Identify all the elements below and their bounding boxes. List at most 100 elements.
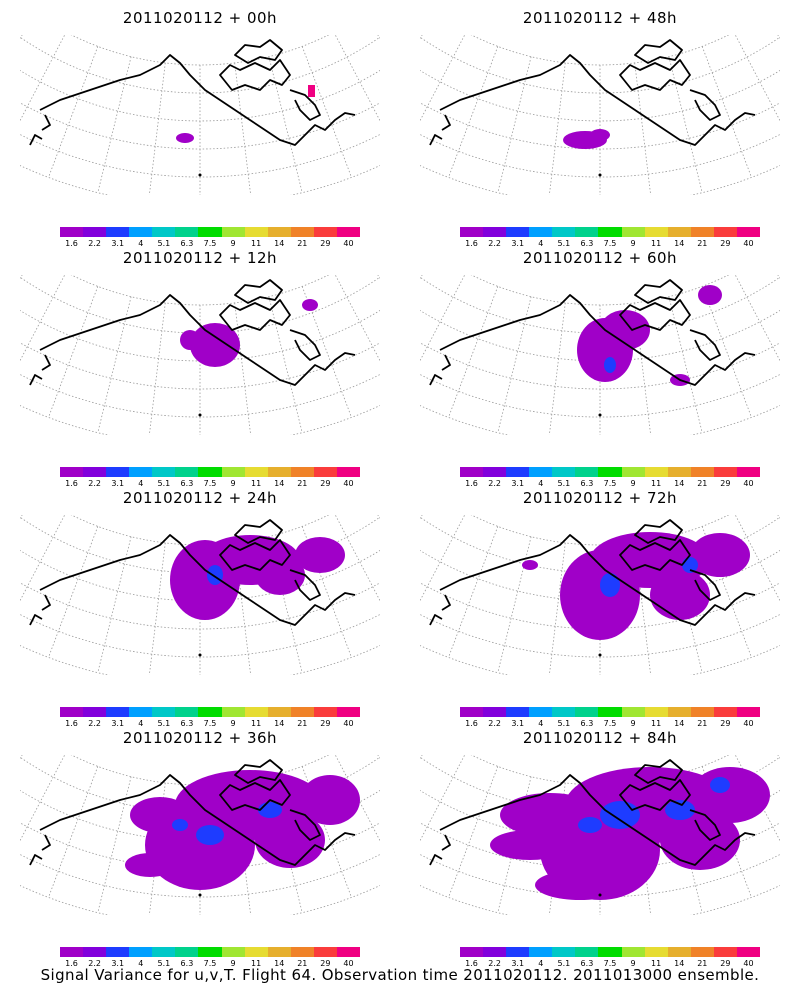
colorbar-tick-label: 4	[138, 239, 144, 248]
colorbar-swatch	[129, 947, 153, 957]
meridian-line	[777, 275, 780, 279]
island-marker	[198, 173, 202, 177]
colorbar-tick-label: 2.2	[488, 479, 501, 488]
meridian-line	[377, 755, 380, 759]
colorbar-ticks: 1.6 2.2 3.1 4 5.1 6.3 7.5 9 11 14 21 29 40	[60, 479, 360, 489]
colorbar-swatch	[221, 227, 245, 237]
latitude-line	[470, 35, 730, 66]
colorbar-tick-label: 5.1	[157, 959, 171, 968]
colorbar-swatch	[106, 227, 130, 237]
colorbar-ticks: 1.6 2.2 3.1 4 5.1 6.3 7.5 9 11 14 21 29 40	[60, 959, 360, 969]
panel-title: 2011020112 + 00h	[122, 9, 278, 27]
meridian-line	[20, 515, 23, 519]
variance-core	[665, 800, 695, 820]
colorbar-swatch	[529, 227, 553, 237]
coastline	[29, 39, 356, 146]
colorbar-swatch	[552, 707, 576, 717]
meridian-line	[301, 286, 352, 418]
variance-region	[522, 560, 538, 570]
colorbar-swatch	[175, 707, 199, 717]
variance-region	[690, 767, 770, 823]
meridian-line	[20, 35, 66, 122]
colorbar-swatch	[460, 707, 484, 717]
colorbar-ticks: 1.6 2.2 3.1 4 5.1 6.3 7.5 9 11 14 21 29 40	[60, 239, 360, 249]
meridian-line	[148, 542, 166, 675]
colorbar-tick-label: 4	[538, 479, 544, 488]
colorbar-swatch	[83, 947, 107, 957]
colorbar-swatch	[129, 467, 153, 477]
colorbar-tick-label: 14	[274, 959, 285, 968]
meridian-line	[448, 46, 499, 178]
colorbar-tick-label: 1.6	[65, 239, 78, 248]
colorbar-swatch	[736, 707, 761, 717]
coastline	[429, 39, 756, 146]
coastline	[429, 759, 756, 866]
meridian-line	[97, 776, 132, 913]
colorbar-tick-label: 7.5	[203, 959, 217, 968]
panel-title: 2011020112 + 12h	[122, 249, 278, 267]
colorbar-swatch	[644, 947, 668, 957]
colorbar-tick-label: 29	[320, 239, 331, 248]
meridian-line	[420, 275, 466, 362]
polar-map	[420, 35, 780, 195]
latitude-line	[20, 102, 380, 150]
colorbar-tick-label: 40	[343, 479, 354, 488]
colorbar-swatch	[60, 947, 84, 957]
forecast-panel: 2011020112 + 72h 1.6 2.2 3.1 4 5.1 6.3 7.5 9 11 14…	[410, 485, 790, 728]
colorbar-tick-label: 11	[251, 479, 262, 488]
colorbar-tick-label: 11	[251, 959, 262, 968]
colorbar-swatch	[690, 227, 714, 237]
colorbar-swatch	[529, 947, 553, 957]
meridian-line	[701, 766, 752, 898]
polar-map	[420, 515, 780, 675]
colorbar-tick-label: 21	[697, 479, 708, 488]
colorbar-tick-label: 1.6	[465, 959, 478, 968]
variance-core	[604, 357, 616, 373]
colorbar-swatch	[506, 467, 530, 477]
latitude-line	[420, 102, 780, 150]
colorbar-tick-label: 6.3	[580, 239, 594, 248]
colorbar-tick-label: 7.5	[603, 719, 617, 728]
colorbar-swatch	[506, 947, 530, 957]
colorbar-tick-label: 2.2	[88, 479, 101, 488]
colorbar-tick-label: 6.3	[580, 479, 594, 488]
colorbar-tick-label: 4	[538, 959, 544, 968]
colorbar-swatch	[736, 947, 761, 957]
colorbar-tick-label: 6.3	[580, 959, 594, 968]
colorbar-tick-label: 4	[138, 719, 144, 728]
colorbar-tick-label: 5.1	[157, 479, 171, 488]
colorbar-tick-label: 14	[674, 479, 685, 488]
meridian-line	[497, 296, 532, 433]
figure-caption: Signal Variance for u,v,T. Flight 64. Ob…	[40, 966, 760, 984]
meridian-line	[334, 275, 380, 362]
colorbar-tick-label: 14	[274, 479, 285, 488]
meridian-line	[668, 296, 703, 433]
colorbar-tick-label: 7.5	[203, 719, 217, 728]
coastline	[29, 519, 356, 626]
forecast-panel: 2011020112 + 00h 1.6 2.2 3.1 4 5.1 6.3 7.5 9 11 14…	[10, 5, 390, 248]
meridian-line	[420, 35, 466, 122]
colorbar-tick-label: 2.2	[88, 959, 101, 968]
colorbar-swatch	[529, 467, 553, 477]
island-marker	[598, 653, 602, 657]
colorbar-tick-label: 7.5	[603, 239, 617, 248]
latitude-line	[420, 36, 780, 94]
colorbar-tick-label: 6.3	[180, 239, 194, 248]
colorbar-tick-label: 29	[320, 959, 331, 968]
variance-region	[295, 537, 345, 573]
colorbar-swatch	[483, 227, 507, 237]
colorbar-tick-label: 6.3	[180, 719, 194, 728]
colorbar-swatch	[267, 947, 291, 957]
meridian-line	[97, 56, 132, 193]
latitude-line	[420, 69, 780, 122]
colorbar-swatch	[575, 947, 599, 957]
colorbar-tick-label: 3.1	[111, 719, 125, 728]
meridian-line	[234, 62, 252, 195]
variance-region	[180, 330, 200, 350]
colorbar-swatch	[244, 227, 268, 237]
panel-title: 2011020112 + 72h	[522, 489, 678, 507]
colorbar-tick-label: 11	[251, 239, 262, 248]
colorbar-swatch	[667, 947, 691, 957]
meridian-line	[377, 35, 380, 39]
colorbar-tick-label: 7.5	[603, 959, 617, 968]
